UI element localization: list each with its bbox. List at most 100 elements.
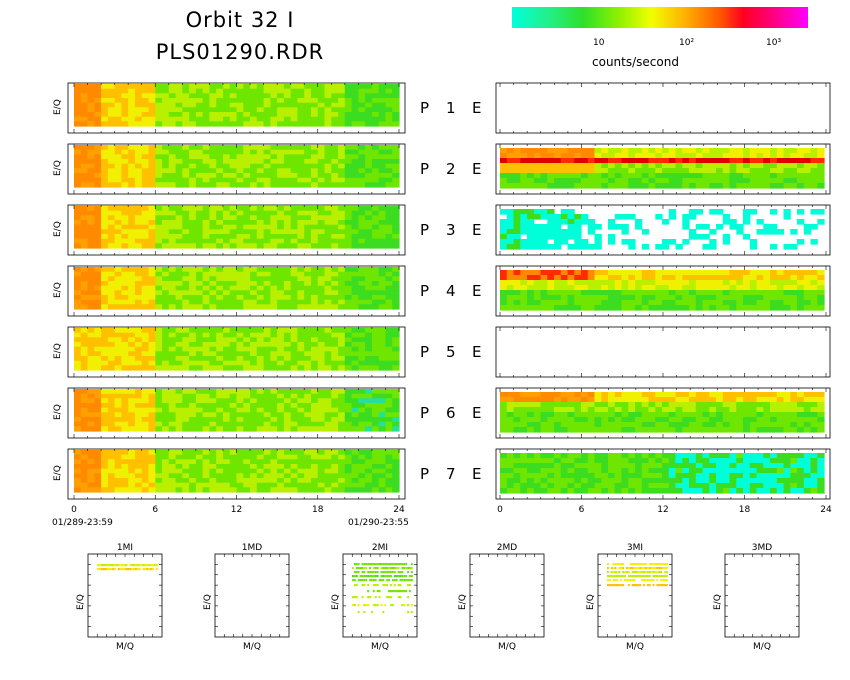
P-heatmap-cell — [324, 417, 332, 423]
P-heatmap-cell — [155, 365, 163, 371]
P-heatmap-cell — [358, 393, 366, 399]
P-heatmap-cell — [250, 389, 258, 395]
P-heatmap-cell — [358, 450, 366, 456]
E-heatmap-cell — [567, 275, 575, 281]
P-heatmap-cell — [371, 271, 380, 277]
E-heatmap-cell — [797, 295, 805, 301]
P-heatmap-cell — [229, 98, 238, 104]
P-heatmap-cell — [304, 365, 312, 371]
E-heatmap-cell — [817, 153, 825, 159]
E-heatmap-cell — [716, 158, 724, 164]
P-heatmap-cell — [74, 346, 82, 352]
E-heatmap-cell — [547, 280, 555, 286]
E-heatmap-cell — [716, 305, 724, 311]
P-heatmap-cell — [155, 215, 163, 221]
E-heatmap-cell — [648, 402, 656, 408]
P-heatmap-cell — [277, 337, 285, 343]
P-heatmap-cell — [80, 299, 89, 305]
P-heatmap-cell — [236, 328, 244, 334]
E-heatmap-cell — [635, 270, 643, 276]
P-heatmap-cell — [216, 210, 224, 216]
P-heatmap-cell — [114, 102, 122, 108]
E-heatmap-cell — [581, 417, 589, 423]
P-heatmap-cell — [344, 389, 353, 395]
P-heatmap-cell — [290, 356, 299, 362]
P-heatmap-cell — [358, 88, 366, 94]
P-heatmap-cell — [392, 121, 400, 127]
P-heatmap-cell — [317, 398, 326, 404]
P-heatmap-cell — [134, 163, 143, 169]
E-heatmap-cell — [567, 280, 575, 286]
E-heatmap-cell — [540, 224, 548, 230]
P-heatmap-cell — [121, 84, 129, 90]
P-heatmap-cell — [263, 224, 271, 230]
P-heatmap-cell — [256, 337, 265, 343]
P-heatmap-cell — [290, 107, 299, 113]
E-heatmap-cell — [675, 397, 683, 403]
P-heatmap-cell — [209, 84, 217, 90]
E-heatmap-cell — [689, 153, 697, 159]
P-heatmap-cell — [107, 98, 116, 104]
E-heatmap-cell — [628, 422, 636, 428]
P-heatmap-cell — [216, 224, 224, 230]
P-heatmap-cell — [243, 154, 251, 160]
P-heatmap-cell — [385, 276, 393, 282]
P-heatmap-cell — [168, 112, 177, 118]
P-heatmap-cell — [80, 478, 89, 484]
P-heatmap-cell — [229, 154, 238, 160]
E-heatmap-cell — [533, 234, 542, 240]
E-heatmap-cell — [648, 295, 656, 301]
E-heatmap-cell — [797, 285, 805, 291]
E-heatmap-cell — [641, 158, 650, 164]
P-heatmap-cell — [182, 412, 190, 418]
P-heatmap-cell — [324, 346, 332, 352]
P-heatmap-cell — [304, 243, 312, 249]
P-heatmap-cell — [365, 487, 373, 493]
P-heatmap-cell — [371, 356, 380, 362]
P-heatmap-cell — [392, 332, 400, 338]
E-heatmap-cell — [790, 173, 798, 179]
P-heatmap-cell — [263, 426, 271, 432]
E-heatmap-cell — [790, 422, 798, 428]
P-heatmap-cell — [162, 365, 170, 371]
P-heatmap-cell — [371, 337, 380, 343]
P-heatmap-cell — [338, 229, 346, 235]
P-heatmap-cell — [134, 84, 143, 90]
E-heatmap-cell — [587, 183, 596, 189]
P-heatmap-cell — [371, 154, 380, 160]
E-heatmap-cell — [601, 392, 609, 398]
E-heatmap-cell — [581, 275, 589, 281]
P-heatmap-cell — [256, 145, 265, 151]
E-heatmap-cell — [668, 407, 677, 413]
P-heatmap-cell — [155, 417, 163, 423]
E-heatmap-cell — [736, 280, 744, 286]
E-heatmap-cell — [675, 427, 683, 433]
P-heatmap-cell — [344, 487, 353, 493]
P-heatmap-cell — [223, 285, 231, 291]
P-heatmap-cell — [121, 182, 129, 188]
P-heatmap-cell — [344, 145, 353, 151]
P-heatmap-cell — [155, 487, 163, 493]
P-heatmap-cell — [162, 182, 170, 188]
P-heatmap-cell — [182, 417, 190, 423]
P-heatmap-cell — [223, 163, 231, 169]
E-heatmap-cell — [749, 183, 758, 189]
P-heatmap-cell — [121, 407, 129, 413]
P-heatmap-cell — [87, 351, 95, 357]
P-heatmap-cell — [80, 426, 89, 432]
P-heatmap-cell — [297, 88, 305, 94]
P-heatmap-cell — [216, 450, 224, 456]
P-heatmap-cell — [270, 403, 278, 409]
P-heatmap-cell — [317, 360, 326, 366]
P-heatmap-cell — [290, 168, 299, 174]
E-heatmap-cell — [749, 280, 758, 286]
E-heatmap-cell — [770, 209, 778, 215]
P-heatmap-cell — [243, 168, 251, 174]
P-heatmap-cell — [168, 102, 177, 108]
P-heatmap-cell — [250, 271, 258, 277]
P-heatmap-cell — [385, 482, 393, 488]
E-heatmap-cell — [635, 412, 643, 418]
P-heatmap-cell — [358, 145, 366, 151]
P-heatmap-cell — [290, 351, 299, 357]
P-heatmap-cell — [216, 116, 224, 122]
